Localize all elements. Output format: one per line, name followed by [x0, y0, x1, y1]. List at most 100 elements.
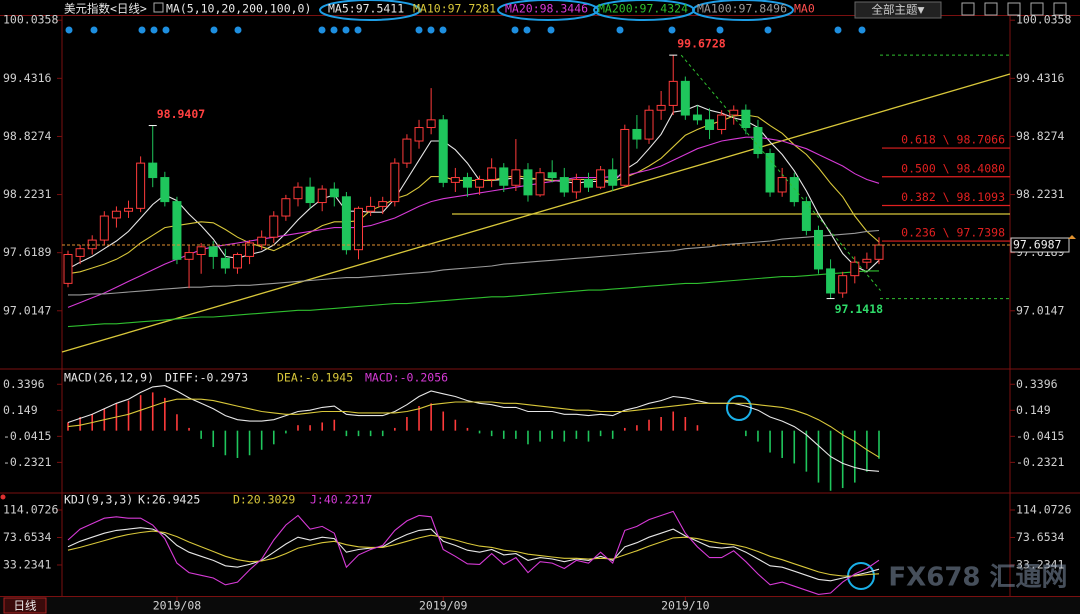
fib-label: 0.236 \ 97.7398 — [901, 226, 1005, 240]
y-tick-label: 98.2231 — [3, 187, 52, 201]
event-dot[interactable] — [668, 26, 676, 34]
candle-body — [705, 119, 715, 130]
indicator-icon[interactable] — [153, 2, 164, 13]
event-dot[interactable] — [523, 26, 531, 34]
event-dot[interactable] — [234, 26, 242, 34]
event-dot[interactable] — [716, 26, 724, 34]
toolbar-icon[interactable] — [984, 2, 998, 16]
event-dot[interactable] — [764, 26, 772, 34]
candle-body — [111, 210, 121, 219]
candle-body — [813, 229, 823, 270]
event-dot[interactable] — [616, 26, 624, 34]
toolbar-icon[interactable] — [1030, 2, 1044, 16]
candle-body — [487, 167, 497, 180]
candle-body — [753, 127, 763, 155]
instrument-title: 美元指数<日线> — [64, 2, 147, 16]
candle-body — [668, 80, 678, 106]
candle-body — [281, 198, 291, 217]
event-dot[interactable] — [547, 26, 555, 34]
y-tick-label: -0.2321 — [1016, 455, 1065, 469]
candle-body — [450, 177, 460, 183]
candle-body — [172, 201, 182, 260]
event-dot[interactable] — [511, 26, 519, 34]
toolbar-icon[interactable] — [961, 2, 975, 16]
y-tick-label: 73.6534 — [1016, 530, 1065, 544]
candle-body — [87, 239, 97, 250]
legend-entry: MA100:97.8496 — [697, 2, 787, 16]
candle-body — [729, 109, 739, 116]
candle-body — [644, 109, 654, 140]
price-arrow — [1068, 235, 1076, 240]
indicator-title: KDJ(9,3,3) — [64, 493, 133, 507]
period-tab[interactable] — [3, 597, 47, 614]
period-tab-label[interactable]: 日线 — [14, 599, 37, 613]
event-dot[interactable] — [330, 26, 338, 34]
macd-line — [67, 398, 880, 458]
watermark: FX678 汇通网 — [888, 563, 1067, 593]
legend-entry: J:40.2217 — [310, 493, 372, 507]
candle-body — [632, 128, 642, 140]
candle-body — [160, 177, 170, 203]
candle-body — [826, 268, 836, 294]
event-dot[interactable] — [318, 26, 326, 34]
event-dot[interactable] — [342, 26, 350, 34]
event-dot[interactable] — [834, 26, 842, 34]
event-dot[interactable] — [354, 26, 362, 34]
candle-body — [874, 244, 884, 260]
highlight-ellipse — [692, 0, 794, 21]
toolbar-icon[interactable] — [1007, 2, 1021, 16]
event-dot[interactable] — [138, 26, 146, 34]
candle-body — [208, 246, 218, 257]
candle-body — [390, 162, 400, 203]
theme-button[interactable] — [854, 1, 942, 19]
candle-body — [608, 169, 618, 186]
candle-body — [402, 138, 412, 164]
ma-line — [68, 229, 880, 296]
event-dot[interactable] — [162, 26, 170, 34]
candle-body — [511, 169, 521, 186]
candle-body — [499, 167, 509, 186]
y-tick-label: 97.6189 — [3, 245, 52, 259]
event-dot[interactable] — [210, 26, 218, 34]
y-tick-label: 100.0358 — [1016, 13, 1071, 27]
event-dot[interactable] — [65, 26, 73, 34]
candle-body — [765, 153, 775, 193]
y-tick-label: 114.0726 — [3, 502, 58, 516]
y-tick-label: 114.0726 — [1016, 502, 1071, 516]
legend-entry: MA200:97.4324 — [598, 2, 688, 16]
legend-entry: MA10:97.7281 — [413, 2, 496, 16]
candle-body — [523, 169, 533, 196]
event-dot[interactable] — [150, 26, 158, 34]
footer-bar — [0, 597, 1080, 614]
legend-extra: MA0 — [794, 2, 815, 16]
candle-body — [462, 177, 472, 188]
candle-body — [838, 275, 848, 294]
candle-body — [741, 109, 751, 129]
fib-label: 0.500 \ 98.4080 — [901, 161, 1005, 175]
candle-body — [148, 162, 158, 179]
candle-body — [475, 178, 485, 188]
y-tick-label: 98.8274 — [1016, 129, 1065, 143]
event-dot[interactable] — [439, 26, 447, 34]
candle-body — [75, 248, 85, 257]
event-dot[interactable] — [427, 26, 435, 34]
candle-body — [354, 207, 364, 251]
extreme-label: 98.9407 — [157, 107, 206, 121]
event-dots — [65, 26, 866, 34]
toolbar-icon[interactable] — [1053, 2, 1067, 16]
legend-entry: MA20:98.3446 — [505, 2, 588, 16]
legend-entry: DEA:-0.1945 — [277, 371, 353, 385]
event-dot[interactable] — [858, 26, 866, 34]
candle-body — [341, 196, 351, 251]
event-dot[interactable] — [415, 26, 423, 34]
event-dot[interactable] — [90, 26, 98, 34]
kdj-line — [67, 510, 880, 595]
candle-body — [438, 119, 448, 183]
candle-body — [571, 178, 581, 193]
kdj-line — [67, 527, 880, 582]
candle-body — [305, 186, 315, 204]
x-tick-label: 2019/10 — [661, 599, 710, 613]
legend-entry: K:26.9425 — [138, 493, 200, 507]
candle-body — [777, 177, 787, 193]
theme-button-label[interactable]: 全部主题▼ — [872, 3, 925, 17]
